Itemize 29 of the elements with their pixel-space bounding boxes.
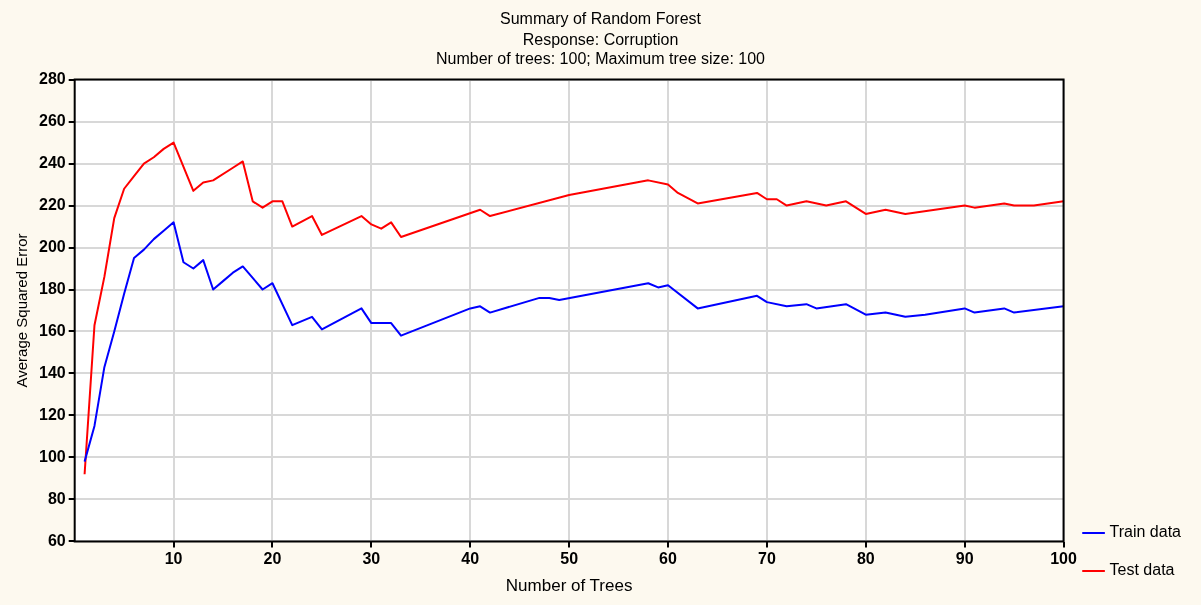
y-tick-label: 180 [38,279,66,297]
x-tick-label: 20 [263,550,282,568]
y-tick-label: 160 [38,321,66,339]
y-tick-label: 280 [38,70,66,88]
x-tick-label: 60 [659,550,678,568]
x-tick-label: 10 [164,550,183,568]
x-tick-label: 90 [955,550,974,568]
y-tick-label: 80 [47,489,66,507]
x-tick-label: 80 [856,550,875,568]
x-axis-title: Number of Trees [505,576,633,596]
y-axis-title: Average Squared Error [13,233,31,388]
legend-label: Test data [1109,561,1175,579]
y-tick-label: 60 [47,531,66,549]
y-tick-label: 260 [38,111,66,129]
x-tick-label: 100 [1050,550,1077,568]
chart-subtitle: Response: Corruption [522,31,679,49]
y-tick-label: 140 [38,363,66,381]
y-tick-label: 220 [38,195,66,213]
chart-title: Summary of Random Forest [500,10,702,28]
legend-label: Train data [1109,523,1182,541]
x-tick-label: 30 [362,550,381,568]
x-tick-label: 50 [560,550,579,568]
x-tick-label: 40 [461,550,480,568]
text: Number of trees: 100; Maximum tree size: 100 [435,50,766,68]
x-tick-label: 70 [758,550,776,568]
y-tick-label: 200 [38,237,66,255]
y-tick-label: 120 [38,405,66,423]
y-tick-label: 100 [38,447,66,465]
y-tick-label: 240 [38,153,66,171]
